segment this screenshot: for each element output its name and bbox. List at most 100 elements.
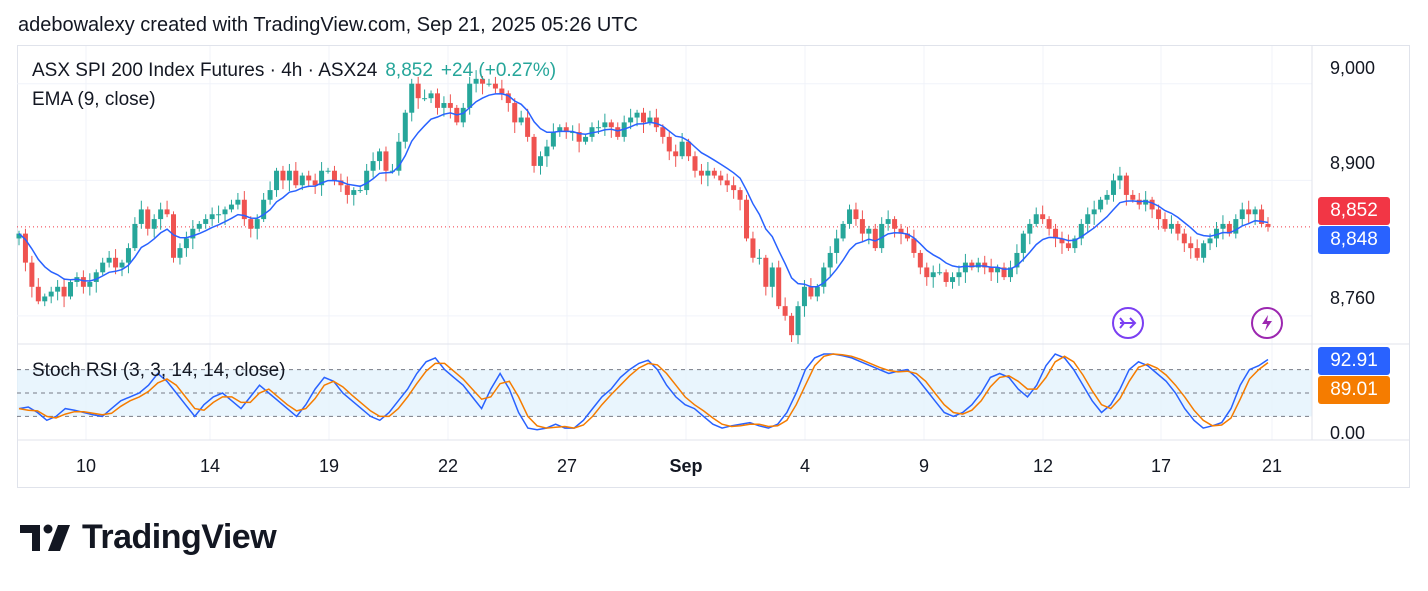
candle-body [248, 219, 254, 229]
candle-body [563, 127, 569, 133]
candle-body [389, 170, 395, 172]
candle-body [164, 209, 170, 215]
candle-body [80, 277, 86, 287]
candle-body [1162, 219, 1168, 229]
candle-body [711, 170, 717, 176]
candle-body [344, 185, 350, 195]
candle-body [930, 272, 936, 278]
attribution: adebowalexy created with TradingView.com… [18, 14, 638, 36]
candle-body [924, 267, 930, 278]
stoch-d-tag: 89.01 [1318, 376, 1390, 404]
candle-body [1078, 223, 1084, 239]
candle-body [595, 127, 601, 129]
candle-body [55, 286, 61, 292]
candle-body [705, 170, 711, 176]
candle-body [1027, 223, 1033, 234]
candle-body [1014, 252, 1020, 268]
candle-body [724, 180, 730, 186]
stoch-legend[interactable]: Stoch RSI (3, 3, 14, 14, close) [32, 360, 286, 381]
candle-body [241, 199, 247, 220]
x-label: 22 [437, 456, 459, 476]
x-label: 9 [918, 456, 930, 476]
candle-body [209, 214, 215, 220]
price-tick-9000: 9,000 [1330, 58, 1376, 78]
candle-body [1246, 209, 1252, 215]
candle-body [769, 267, 775, 287]
candles [16, 70, 1271, 344]
candle-body [801, 286, 807, 307]
candle-body [1188, 243, 1194, 249]
ema-value-tag: 8,848 [1318, 226, 1390, 254]
candle-body [1220, 223, 1226, 229]
candle-body [1156, 209, 1162, 220]
candle-body [22, 233, 28, 263]
candle-body [306, 175, 312, 181]
candle-body [866, 228, 872, 234]
candle-body [1168, 223, 1174, 229]
x-label: 17 [1150, 456, 1172, 476]
candle-body [138, 209, 144, 224]
candle-body [203, 219, 209, 224]
candle-body [42, 296, 48, 302]
candle-body [331, 170, 337, 181]
candle-body [982, 262, 988, 268]
last-price-tag: 8,852 [1318, 197, 1390, 225]
candle-body [904, 233, 910, 239]
price-change: +24 (+0.27%) [440, 60, 557, 81]
candle-body [261, 199, 267, 220]
candle-body [1065, 243, 1071, 249]
candle-body [756, 257, 762, 259]
candle-body [1259, 209, 1265, 224]
candle-body [782, 306, 788, 316]
candle-body [737, 190, 743, 200]
candle-body [235, 199, 241, 205]
candle-body [1046, 219, 1052, 229]
x-label: 21 [1261, 456, 1283, 476]
candle-body [570, 132, 576, 134]
candle-body [492, 83, 498, 89]
candle-body [827, 252, 833, 268]
candle-body [1207, 238, 1213, 244]
candle-body [1123, 175, 1129, 195]
symbol-legend[interactable]: ASX SPI 200 Index Futures · 4h · ASX24 8,… [32, 60, 556, 82]
candle-body [402, 112, 408, 142]
candle-body [641, 112, 646, 123]
chart-frame[interactable] [17, 45, 1410, 488]
split-icon[interactable] [1112, 307, 1144, 339]
brand-logo[interactable]: TradingView [20, 518, 277, 557]
candle-body [872, 228, 878, 249]
candle-body [686, 141, 692, 157]
candle-body [1033, 214, 1039, 224]
candle-body [698, 170, 704, 176]
candle-body [544, 146, 550, 157]
x-label: 10 [75, 456, 97, 476]
candle-body [293, 170, 299, 186]
candle-body [125, 248, 131, 263]
candle-body [1007, 267, 1013, 278]
candle-body [196, 223, 202, 229]
candle-body [1091, 209, 1097, 215]
candle-body [653, 117, 659, 128]
lightning-icon[interactable] [1251, 307, 1283, 339]
candle-body [145, 209, 151, 229]
candle-body [821, 267, 827, 287]
candle-body [106, 257, 112, 263]
candle-body [222, 209, 228, 215]
candle-body [615, 127, 621, 137]
candle-body [158, 209, 164, 220]
candle-body [660, 127, 666, 137]
candle-body [428, 93, 434, 99]
candle-body [190, 228, 196, 239]
candle-body [1265, 223, 1271, 227]
candle-body [1213, 228, 1219, 239]
candle-body [647, 117, 653, 123]
x-label: 14 [199, 456, 221, 476]
candle-body [460, 107, 466, 123]
symbol-name: ASX SPI 200 Index Futures · 4h · ASX24 [32, 60, 378, 81]
x-label: 19 [318, 456, 340, 476]
candle-body [808, 286, 814, 297]
candle-body [100, 262, 106, 273]
candle-body [357, 190, 363, 192]
ema-legend[interactable]: EMA (9, close) [32, 89, 156, 110]
